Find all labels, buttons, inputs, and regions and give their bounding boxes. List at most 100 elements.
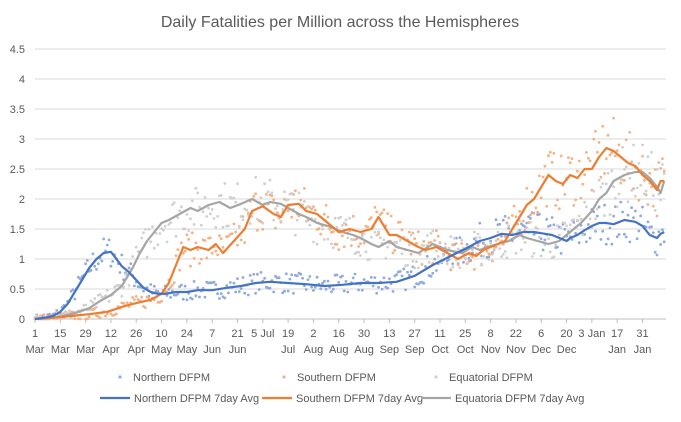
southern-daily-point (42, 313, 46, 317)
equatorial-daily-point (346, 236, 350, 240)
northern-daily-point (655, 253, 659, 257)
equatorial-daily-point (360, 234, 364, 238)
x-tick-label-month: Aug (354, 344, 374, 356)
equatorial-daily-point (326, 237, 330, 241)
northern-daily-point (577, 241, 581, 245)
equatorial-daily-point (297, 191, 301, 195)
northern-daily-point (550, 216, 554, 219)
x-tick-label-day: 20 (560, 328, 572, 340)
northern-daily-point (545, 217, 549, 221)
equatorial-daily-point (84, 303, 87, 307)
northern-daily-point (606, 237, 610, 241)
equatorial-daily-point (449, 235, 453, 239)
southern-daily-point (451, 243, 455, 247)
equatorial-daily-point (614, 196, 617, 200)
equatorial-daily-point (142, 231, 145, 235)
equatorial-daily-point (644, 189, 648, 193)
northern-daily-point (362, 278, 366, 281)
northern-daily-point (190, 297, 194, 301)
southern-daily-point (393, 248, 397, 252)
southern-daily-point (568, 161, 572, 165)
southern-daily-point (532, 211, 536, 215)
southern-daily-point (661, 157, 664, 161)
equatorial-daily-point (234, 200, 238, 204)
northern-daily-point (341, 274, 344, 278)
equatorial-daily-point (131, 255, 135, 258)
x-tick-label-month: Sep (405, 344, 425, 356)
southern-daily-point (416, 230, 420, 234)
equatorial-daily-point (198, 205, 201, 209)
equatorial-daily-point (411, 259, 415, 263)
x-tick-label-day: 7 (209, 328, 215, 340)
northern-daily-point (632, 216, 635, 220)
equatorial-daily-point (178, 209, 182, 213)
southern-daily-point (389, 214, 393, 218)
legend: Northern DFPM Southern DFPM Equatorial D… (100, 372, 584, 405)
northern-daily-point (601, 229, 605, 233)
legend-swatch-southern-points (282, 375, 286, 379)
northern-daily-point (451, 262, 455, 265)
northern-daily-point (604, 242, 608, 246)
equatorial-daily-point (585, 205, 588, 209)
equatorial-daily-point (536, 227, 539, 231)
equatorial-daily-point (194, 186, 198, 190)
southern-daily-point (651, 204, 655, 208)
southern-daily-point (254, 192, 257, 196)
southern-daily-point (563, 193, 567, 196)
equatorial-daily-point (335, 225, 339, 229)
northern-daily-point (409, 270, 413, 274)
equatorial-daily-point (313, 218, 317, 221)
equatorial-daily-point (187, 229, 191, 233)
legend-equatorial-avg: Equatoria DFPM 7day Avg (421, 393, 584, 405)
northern-daily-point (635, 237, 639, 241)
southern-daily-point (199, 257, 203, 261)
equatorial-daily-point (498, 247, 502, 251)
northern-daily-point (133, 284, 136, 288)
southern-daily-point (516, 222, 520, 226)
northern-daily-point (556, 245, 559, 249)
southern-daily-point (507, 216, 511, 220)
x-tick-label-day: 24 (181, 328, 193, 340)
equatorial-daily-point (221, 225, 225, 229)
southern-daily-point (595, 150, 599, 154)
southern-daily-point (476, 244, 480, 248)
equatorial-daily-point (491, 253, 494, 256)
southern-daily-point (105, 312, 109, 316)
southern-daily-point (243, 241, 247, 245)
southern-daily-point (491, 259, 494, 263)
southern-daily-point (322, 212, 326, 216)
northern-daily-point (246, 293, 250, 297)
x-tick-label-day: 30 (358, 328, 370, 340)
northern-daily-point (659, 243, 662, 246)
southern-daily-point (140, 295, 144, 299)
southern-daily-point (454, 242, 458, 245)
y-tick-label: 0 (19, 314, 25, 326)
equatorial-daily-point (386, 245, 389, 249)
equatorial-daily-point (431, 229, 435, 233)
equatorial-daily-point (456, 247, 460, 251)
southern-daily-point (355, 237, 359, 241)
equatorial-daily-point (339, 215, 342, 219)
equatorial-daily-point (127, 284, 131, 287)
southern-daily-point (324, 203, 328, 207)
y-tick-label: 4 (19, 74, 25, 86)
equatorial-daily-point (268, 178, 272, 182)
northern-daily-point (156, 290, 160, 293)
equatorial-daily-point (351, 238, 355, 242)
southern-daily-point (583, 173, 586, 177)
southern-daily-point (505, 221, 509, 225)
equatorial-daily-point (377, 230, 380, 234)
southern-daily-point (122, 301, 125, 305)
x-tick-label-day: 15 (54, 328, 66, 340)
southern-daily-point (378, 213, 382, 217)
northern-daily-point (548, 224, 552, 227)
northern-daily-point (416, 282, 420, 286)
equatorial-daily-point (283, 190, 286, 194)
northern-daily-point (335, 273, 339, 277)
x-tick-label-day: 6 (538, 328, 544, 340)
equatorial-daily-point (321, 227, 324, 231)
equatorial-daily-point (619, 178, 623, 181)
northern-daily-point (322, 279, 326, 283)
northern-daily-point (312, 289, 315, 292)
